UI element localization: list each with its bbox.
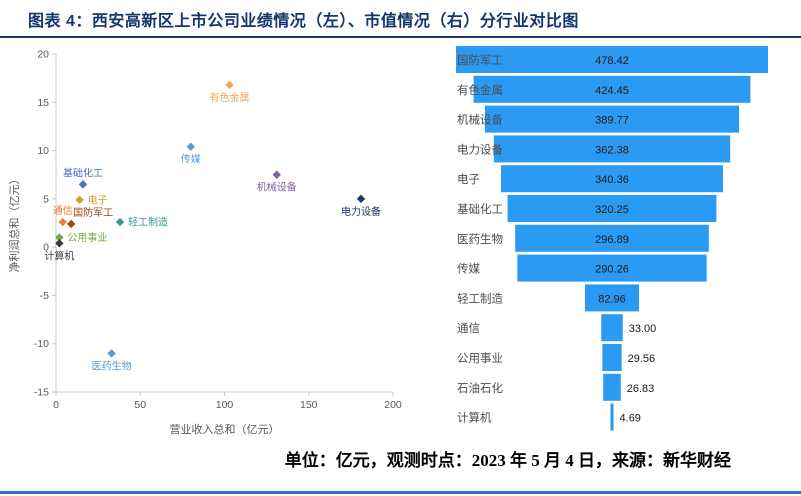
scatter-point: [356, 194, 366, 204]
figure-title: 图表 4：西安高新区上市公司业绩情况（左）、市值情况（右）分行业对比图: [28, 13, 579, 30]
scatter-point: [78, 180, 88, 189]
figure-footnote: 单位：亿元，观测时点：2023 年 5 月 4 日，来源：新华财经: [284, 451, 731, 470]
scatter-point: [55, 239, 64, 248]
y-tick-label: -5: [40, 290, 49, 302]
funnel-bar: [484, 105, 740, 133]
y-tick-label: 15: [37, 97, 49, 109]
funnel-bar: [473, 75, 751, 103]
y-tick-label: 5: [43, 193, 49, 205]
funnel-value-label: 320.25: [595, 204, 629, 216]
scatter-point: [186, 142, 195, 151]
scatter-point: [107, 349, 116, 358]
scatter-point-label: 医药生物: [92, 359, 132, 372]
x-tick-label: 100: [216, 399, 234, 411]
x-axis-title: 营业收入总和（亿元）: [170, 422, 280, 436]
x-tick-label: 0: [53, 399, 59, 411]
funnel-value-label: 29.56: [628, 353, 656, 365]
scatter-point-label: 电子: [88, 193, 108, 206]
y-axis-title: 净利润总和（亿元）: [7, 174, 21, 273]
funnel-bar: [507, 195, 717, 222]
funnel-category-label: 电子: [457, 173, 480, 186]
funnel-bar: [603, 373, 621, 401]
funnel-value-label: 82.96: [598, 293, 626, 305]
funnel-bar: [493, 135, 731, 163]
y-tick-label: 0: [43, 242, 49, 254]
y-tick-label: 20: [37, 49, 49, 61]
scatter-point: [58, 217, 67, 227]
scatter-point: [75, 195, 84, 205]
scatter-point-label: 电力设备: [341, 205, 381, 218]
funnel-bar: [517, 254, 707, 282]
funnel-category-label: 国防军工: [457, 53, 503, 67]
funnel-category-label: 公用事业: [457, 352, 503, 365]
scatter-point-label: 轻工制造: [128, 216, 168, 229]
funnel-value-label: 362.38: [595, 144, 629, 156]
funnel-bar: [456, 46, 768, 73]
funnel-value-label: 33.00: [629, 323, 657, 335]
y-tick-label: -15: [34, 387, 49, 399]
funnel-value-label: 424.45: [595, 85, 629, 97]
funnel-value-label: 296.89: [595, 234, 629, 246]
funnel-category-label: 有色金属: [457, 83, 503, 97]
funnel-value-label: 290.26: [595, 264, 629, 276]
funnel-category-label: 机械设备: [457, 113, 503, 127]
funnel-category-label: 通信: [457, 322, 480, 335]
funnel-category-label: 石油石化: [457, 381, 503, 395]
funnel-category-label: 传媒: [457, 262, 480, 276]
funnel-bar: [584, 284, 640, 312]
scatter-point: [115, 217, 125, 227]
funnel-category-label: 基础化工: [457, 202, 503, 216]
funnel-bar: [501, 165, 723, 193]
scatter-point-label: 机械设备: [257, 181, 297, 194]
funnel-value-label: 389.77: [595, 115, 629, 127]
y-tick-label: -10: [34, 338, 49, 350]
funnel-value-label: 340.36: [595, 174, 629, 186]
funnel-value-label: 4.69: [620, 413, 641, 425]
funnel-category-label: 医药生物: [457, 232, 503, 246]
scatter-point-label: 国防军工: [73, 206, 113, 219]
x-tick-label: 50: [134, 399, 146, 411]
funnel-category-label: 轻工制造: [457, 291, 503, 305]
scatter-point-label: 计算机: [44, 249, 74, 262]
x-tick-label: 200: [384, 399, 402, 411]
funnel-bar: [610, 403, 614, 431]
scatter-point: [225, 80, 234, 90]
scatter-point-label: 基础化工: [63, 166, 103, 179]
scatter-point-label: 传媒: [181, 154, 201, 166]
scatter-point-label: 公用事业: [67, 231, 107, 244]
scatter-point-label: 有色金属: [210, 91, 250, 104]
x-tick-label: 150: [300, 399, 318, 411]
figure-header: 图表 4：西安高新区上市公司业绩情况（左）、市值情况（右）分行业对比图: [0, 0, 801, 38]
scatter-point: [272, 170, 281, 179]
bottom-rule: [0, 491, 801, 494]
charts-row: -15 -10 -5 0 5 10 15 20 0 50 100 150 200 营业收入总和（亿元） 净利…: [0, 40, 801, 442]
funnel-value-label: 26.83: [627, 383, 655, 395]
scatter-point-label: 通信: [53, 205, 73, 217]
axes-lines: [55, 54, 393, 393]
funnel-bar: [601, 314, 623, 342]
funnel-chart: 国防军工 478.42 有色金属 424.45 机械设备 389.77 电力设备 362.38…: [456, 46, 768, 431]
funnel-bar: [515, 224, 709, 252]
funnel-value-label: 478.42: [595, 55, 629, 67]
y-tick-label: 10: [37, 145, 49, 157]
scatter-point: [66, 219, 76, 229]
funnel-bar: [602, 344, 622, 371]
funnel-category-label: 计算机: [457, 411, 492, 425]
scatter-point: [55, 233, 64, 242]
funnel-category-label: 电力设备: [457, 142, 503, 156]
